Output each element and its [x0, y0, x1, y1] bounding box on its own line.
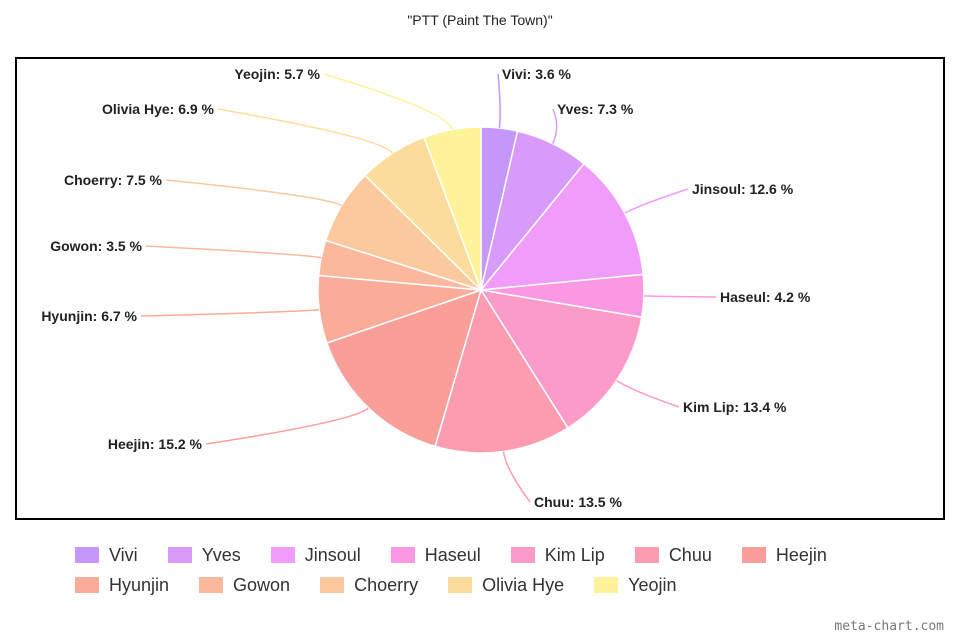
label-connector	[205, 407, 369, 445]
pie-slice-chuu	[434, 288, 569, 454]
legend-label: Jinsoul	[304, 544, 361, 565]
label-connector	[217, 108, 394, 154]
legend-swatch	[390, 547, 415, 563]
pie-slice-heejin	[325, 288, 483, 448]
slice-label-vivi: Vivi: 3.6 %	[502, 66, 572, 82]
legend-item[interactable]: Hyunjin	[75, 575, 169, 595]
legend-swatch	[320, 577, 345, 593]
legend-swatch	[167, 547, 192, 563]
slice-label-gowon: Gowon: 3.5 %	[50, 238, 142, 254]
legend-swatch	[199, 577, 224, 593]
pie-slice-jinsoul	[479, 162, 645, 291]
slice-label-haseul: Haseul: 4.2 %	[720, 289, 811, 305]
legend-item[interactable]: Haseul	[390, 544, 481, 565]
label-connector	[643, 295, 717, 298]
chart-title: "PTT (Paint The Town)"	[407, 12, 553, 28]
chart-frame: Vivi: 3.6 % Yves: 7.3 % Jinsoul: 12.6 % Has…	[15, 57, 945, 520]
legend-label: Choerry	[354, 574, 419, 595]
legend-swatch	[75, 577, 99, 593]
legend-label: Vivi	[109, 544, 138, 565]
label-connector	[140, 308, 320, 317]
legend-label: Gowon	[233, 574, 291, 595]
label-connector	[616, 379, 680, 408]
legend-label: Kim Lip	[544, 544, 605, 565]
legend-label: Haseul	[424, 544, 481, 565]
legend-item[interactable]: Heejin	[741, 544, 827, 565]
label-connector	[165, 179, 342, 207]
legend-item[interactable]: Choerry	[320, 575, 418, 595]
slice-label-hyunjin: Hyunjin: 6.7 %	[41, 308, 137, 324]
label-connector	[497, 73, 501, 129]
label-connector	[502, 451, 531, 503]
label-connector	[145, 245, 322, 259]
legend-swatch	[594, 577, 619, 593]
slice-label-yeojin: Yeojin: 5.7 %	[234, 66, 320, 82]
slice-label-yves: Yves: 7.3 %	[557, 101, 634, 117]
legend-label: Heejin	[775, 544, 827, 565]
legend-swatch	[270, 547, 295, 563]
slice-label-choerry: Choerry: 7.5 %	[64, 172, 163, 188]
slice-label-chuu: Chuu: 13.5 %	[534, 494, 622, 510]
legend-swatch	[75, 547, 99, 563]
legend-label: Yves	[201, 544, 241, 565]
chart-legend: Vivi Yves Jinsoul Haseul Kim Lip Chuu Heejin Hy…	[75, 545, 915, 595]
legend-label: Hyunjin	[109, 574, 170, 595]
label-connector	[551, 108, 558, 144]
pie-slice-kim-lip	[479, 288, 643, 429]
slice-label-kim-lip: Kim Lip: 13.4 %	[683, 399, 787, 415]
legend-item[interactable]: Jinsoul	[270, 544, 361, 565]
legend-item[interactable]: Olivia Hye	[448, 575, 564, 595]
legend-item[interactable]: Yeojin	[594, 574, 677, 595]
slice-label-heejin: Heejin: 15.2 %	[108, 436, 203, 452]
slice-label-olivia-hye: Olivia Hye: 6.9 %	[102, 101, 215, 117]
legend-swatch	[634, 547, 659, 563]
pie-chart: Vivi: 3.6 % Yves: 7.3 % Jinsoul: 12.6 % Has…	[41, 66, 811, 510]
legend-item[interactable]: Yves	[167, 544, 241, 565]
legend-label: Chuu	[668, 544, 712, 565]
legend-item[interactable]: Kim Lip	[510, 544, 605, 565]
legend-swatch	[741, 547, 766, 563]
legend-swatch	[448, 577, 473, 593]
label-connector	[323, 73, 453, 130]
legend-label: Yeojin	[628, 574, 677, 595]
legend-label: Olivia Hye	[482, 574, 565, 595]
legend-item[interactable]: Chuu	[634, 544, 712, 565]
legend-swatch	[510, 547, 535, 563]
pie-slice-yeojin	[422, 126, 482, 291]
watermark: meta-chart.com	[834, 619, 944, 634]
legend-item[interactable]: Gowon	[199, 575, 290, 595]
label-connector	[624, 188, 689, 214]
slice-label-jinsoul: Jinsoul: 12.6 %	[692, 181, 794, 197]
legend-item[interactable]: Vivi	[75, 545, 138, 565]
